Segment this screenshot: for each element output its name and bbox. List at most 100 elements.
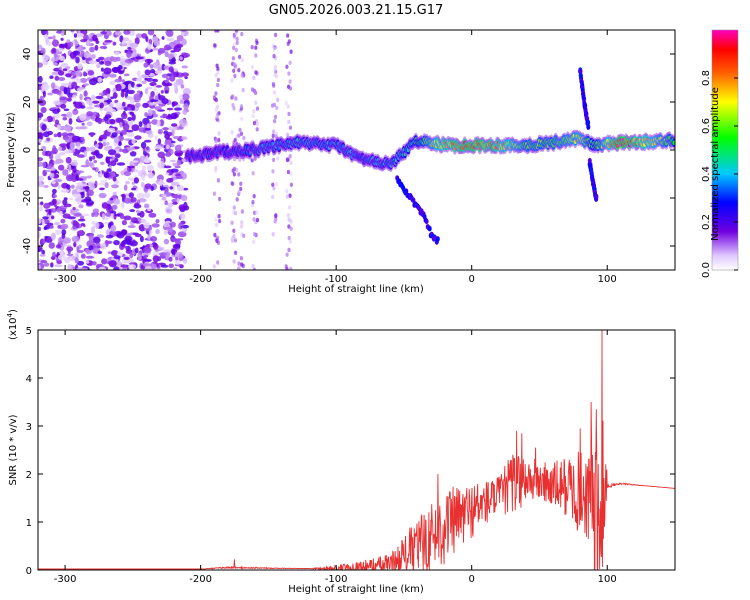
noise-blob <box>287 39 291 44</box>
noise-blob <box>160 90 164 94</box>
noise-blob <box>57 132 62 138</box>
noise-blob <box>285 252 289 257</box>
noise-blob <box>175 256 179 261</box>
noise-blob <box>286 104 290 109</box>
noise-blob <box>284 264 288 269</box>
noise-blob <box>53 133 58 138</box>
noise-blob <box>232 61 236 67</box>
noise-blob <box>289 182 293 187</box>
noise-blob <box>214 165 218 171</box>
noise-blob <box>114 31 122 36</box>
noise-blob <box>106 200 114 205</box>
noise-blob <box>137 253 142 261</box>
noise-blob <box>182 52 190 58</box>
noise-blob <box>271 194 275 200</box>
noise-blob <box>92 111 98 115</box>
noise-blob <box>212 94 216 100</box>
spectrogram-x-tick-label: -300 <box>54 274 77 285</box>
spectrogram-x-tick-label: 100 <box>598 274 617 285</box>
noise-blob <box>127 225 136 229</box>
noise-blob <box>169 186 174 190</box>
noise-blob <box>137 170 143 177</box>
noise-blob <box>62 213 71 219</box>
noise-blob <box>165 220 171 224</box>
noise-blob <box>38 112 44 118</box>
noise-blob <box>181 93 190 101</box>
noise-blob <box>112 191 118 196</box>
noise-blob <box>230 181 234 186</box>
noise-blob <box>153 85 157 92</box>
branch-blob <box>411 197 416 203</box>
noise-blob <box>172 243 181 249</box>
noise-blob <box>170 237 177 242</box>
noise-blob <box>138 93 143 98</box>
noise-blob <box>107 127 116 133</box>
noise-blob <box>72 220 78 227</box>
snr-scale-prefix: (x10 <box>8 317 19 340</box>
noise-blob <box>170 177 174 182</box>
noise-blob <box>143 246 152 254</box>
noise-blob <box>115 102 122 110</box>
noise-blob <box>110 224 117 232</box>
spectrogram-branches <box>395 67 599 245</box>
noise-blob <box>271 133 275 138</box>
noise-blob <box>121 112 128 120</box>
noise-blob <box>70 161 79 166</box>
noise-blob <box>54 264 63 268</box>
noise-blob <box>232 106 236 111</box>
noise-blob <box>60 62 69 68</box>
noise-blob <box>102 142 107 147</box>
noise-blob <box>272 53 276 59</box>
noise-blob <box>154 135 158 141</box>
noise-blob <box>72 109 79 115</box>
noise-blob <box>88 234 94 242</box>
noise-blob <box>121 39 126 46</box>
noise-blob <box>58 237 63 244</box>
noise-blob <box>128 264 137 269</box>
noise-blob <box>123 73 130 77</box>
noise-blob <box>232 234 236 239</box>
noise-blob <box>98 182 105 186</box>
noise-blob <box>78 54 85 57</box>
noise-blob <box>127 47 132 50</box>
noise-blob <box>53 160 61 165</box>
noise-blob <box>288 60 292 65</box>
noise-blob <box>180 30 187 33</box>
noise-blob <box>234 47 238 53</box>
noise-blob <box>93 160 98 164</box>
noise-blob <box>85 255 95 259</box>
noise-blob <box>79 113 87 122</box>
noise-blob <box>71 81 78 89</box>
noise-blob <box>76 78 81 84</box>
noise-blob <box>273 66 277 72</box>
noise-blob <box>105 234 114 239</box>
noise-blob <box>121 79 126 83</box>
noise-blob <box>52 251 56 258</box>
noise-blob <box>159 252 167 257</box>
noise-blob <box>79 267 89 270</box>
noise-blob <box>95 95 104 100</box>
noise-blob <box>121 129 127 135</box>
noise-blob <box>55 229 62 235</box>
noise-blob <box>161 196 167 201</box>
noise-blob <box>136 70 141 77</box>
noise-blob <box>180 194 188 202</box>
noise-blob <box>273 114 277 120</box>
noise-blob <box>87 162 94 167</box>
noise-blob <box>72 92 78 96</box>
noise-blob <box>79 126 88 130</box>
noise-blob <box>165 144 170 150</box>
noise-blob <box>131 138 136 145</box>
noise-blob <box>99 45 108 49</box>
noise-blob <box>164 139 173 147</box>
noise-blob <box>129 209 136 213</box>
noise-blob <box>73 33 78 38</box>
noise-blob <box>41 219 45 227</box>
noise-blob <box>63 87 71 95</box>
noise-blob <box>272 46 277 52</box>
noise-blob <box>76 260 85 266</box>
noise-blob <box>164 188 169 193</box>
noise-blob <box>288 79 292 84</box>
noise-blob <box>57 184 61 190</box>
noise-blob <box>252 75 256 81</box>
